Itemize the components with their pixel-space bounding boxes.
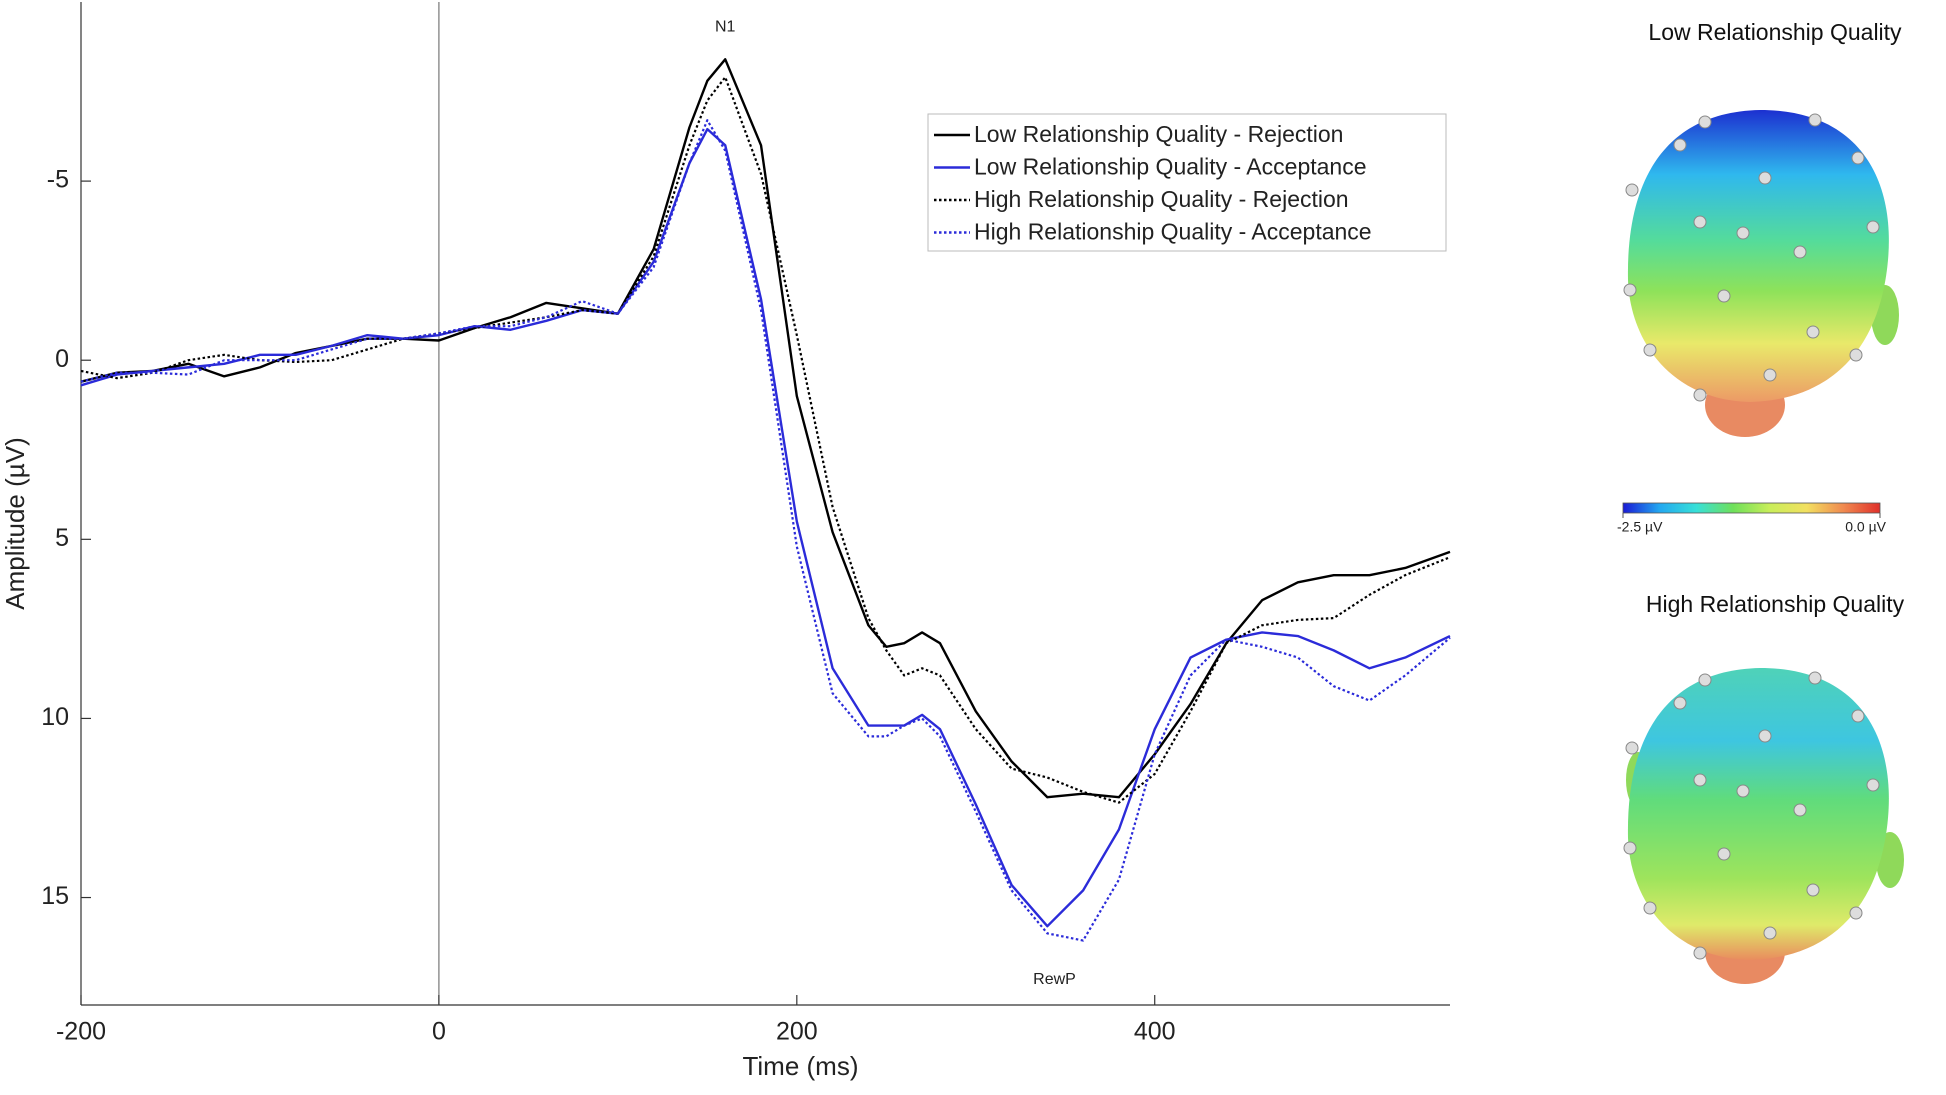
electrode [1851,709,1865,723]
legend-label: High Relationship Quality - Rejection [974,186,1349,212]
colorbar-label: -2.5 µV [1617,519,1663,535]
electrode [1736,784,1750,798]
legend-label: Low Relationship Quality - Rejection [974,121,1343,147]
electrode [1698,115,1712,129]
legend: Low Relationship Quality - Rejection Low … [927,113,1447,252]
y-tick-label: -5 [47,166,69,194]
electrode [1625,183,1639,197]
colorbar-label: 0.0 µV [1845,519,1886,535]
x-axis-label: Time (ms) [742,1051,858,1081]
series-line [80,127,1451,928]
electrode [1866,778,1880,792]
head-low [1627,110,1899,437]
electrode [1763,368,1777,382]
electrode [1625,741,1639,755]
electrode [1693,773,1707,787]
y-tick-label: 10 [41,703,69,731]
annotation: RewP [1033,971,1076,988]
topomap-title: Low Relationship Quality [1648,19,1902,45]
electrode [1698,673,1712,687]
annotation: N1 [715,18,736,35]
electrode [1693,388,1707,402]
y-axis-label: Amplitude (µV) [0,437,30,609]
electrode [1673,696,1687,710]
y-tick-label: 15 [41,882,69,910]
topomap-title: High Relationship Quality [1646,591,1905,617]
y-tick-label: 5 [55,524,69,552]
head-high [1626,668,1904,984]
electrode [1623,841,1637,855]
x-tick-label: 0 [432,1018,446,1046]
electrode [1849,348,1863,362]
legend-label: Low Relationship Quality - Acceptance [974,154,1367,180]
series-line [80,119,1451,942]
series-line [80,76,1451,804]
x-tick-label: 400 [1134,1018,1176,1046]
electrode [1643,343,1657,357]
electrode [1806,325,1820,339]
electrode [1758,729,1772,743]
electrode [1806,883,1820,897]
scalp [1627,110,1889,402]
x-tick-label: 200 [776,1018,818,1046]
electrode [1763,926,1777,940]
electrode [1866,220,1880,234]
electrode [1693,215,1707,229]
legend-box [927,113,1447,252]
electrode [1849,906,1863,920]
topomaps: Low Relationship Quality High Relationshi… [1617,19,1905,984]
electrode [1808,671,1822,685]
electrode [1623,283,1637,297]
y-tick-label: 0 [55,345,69,373]
colorbar [1622,502,1881,514]
electrode [1851,151,1865,165]
electrode [1717,847,1731,861]
erp-plot: -5 0 5 10 15 -200 0 200 400 Time (ms) Amplitude (µ… [0,2,1451,1081]
electrode [1673,138,1687,152]
electrode [1736,226,1750,240]
electrode [1717,289,1731,303]
legend-label: High Relationship Quality - Acceptance [974,219,1372,245]
electrode [1643,901,1657,915]
electrodes [1623,113,1880,960]
x-tick-label: -200 [56,1018,106,1046]
electrode [1693,946,1707,960]
electrode [1793,245,1807,259]
electrode [1758,171,1772,185]
electrode [1793,803,1807,817]
electrode [1808,113,1822,127]
scalp [1627,668,1889,960]
